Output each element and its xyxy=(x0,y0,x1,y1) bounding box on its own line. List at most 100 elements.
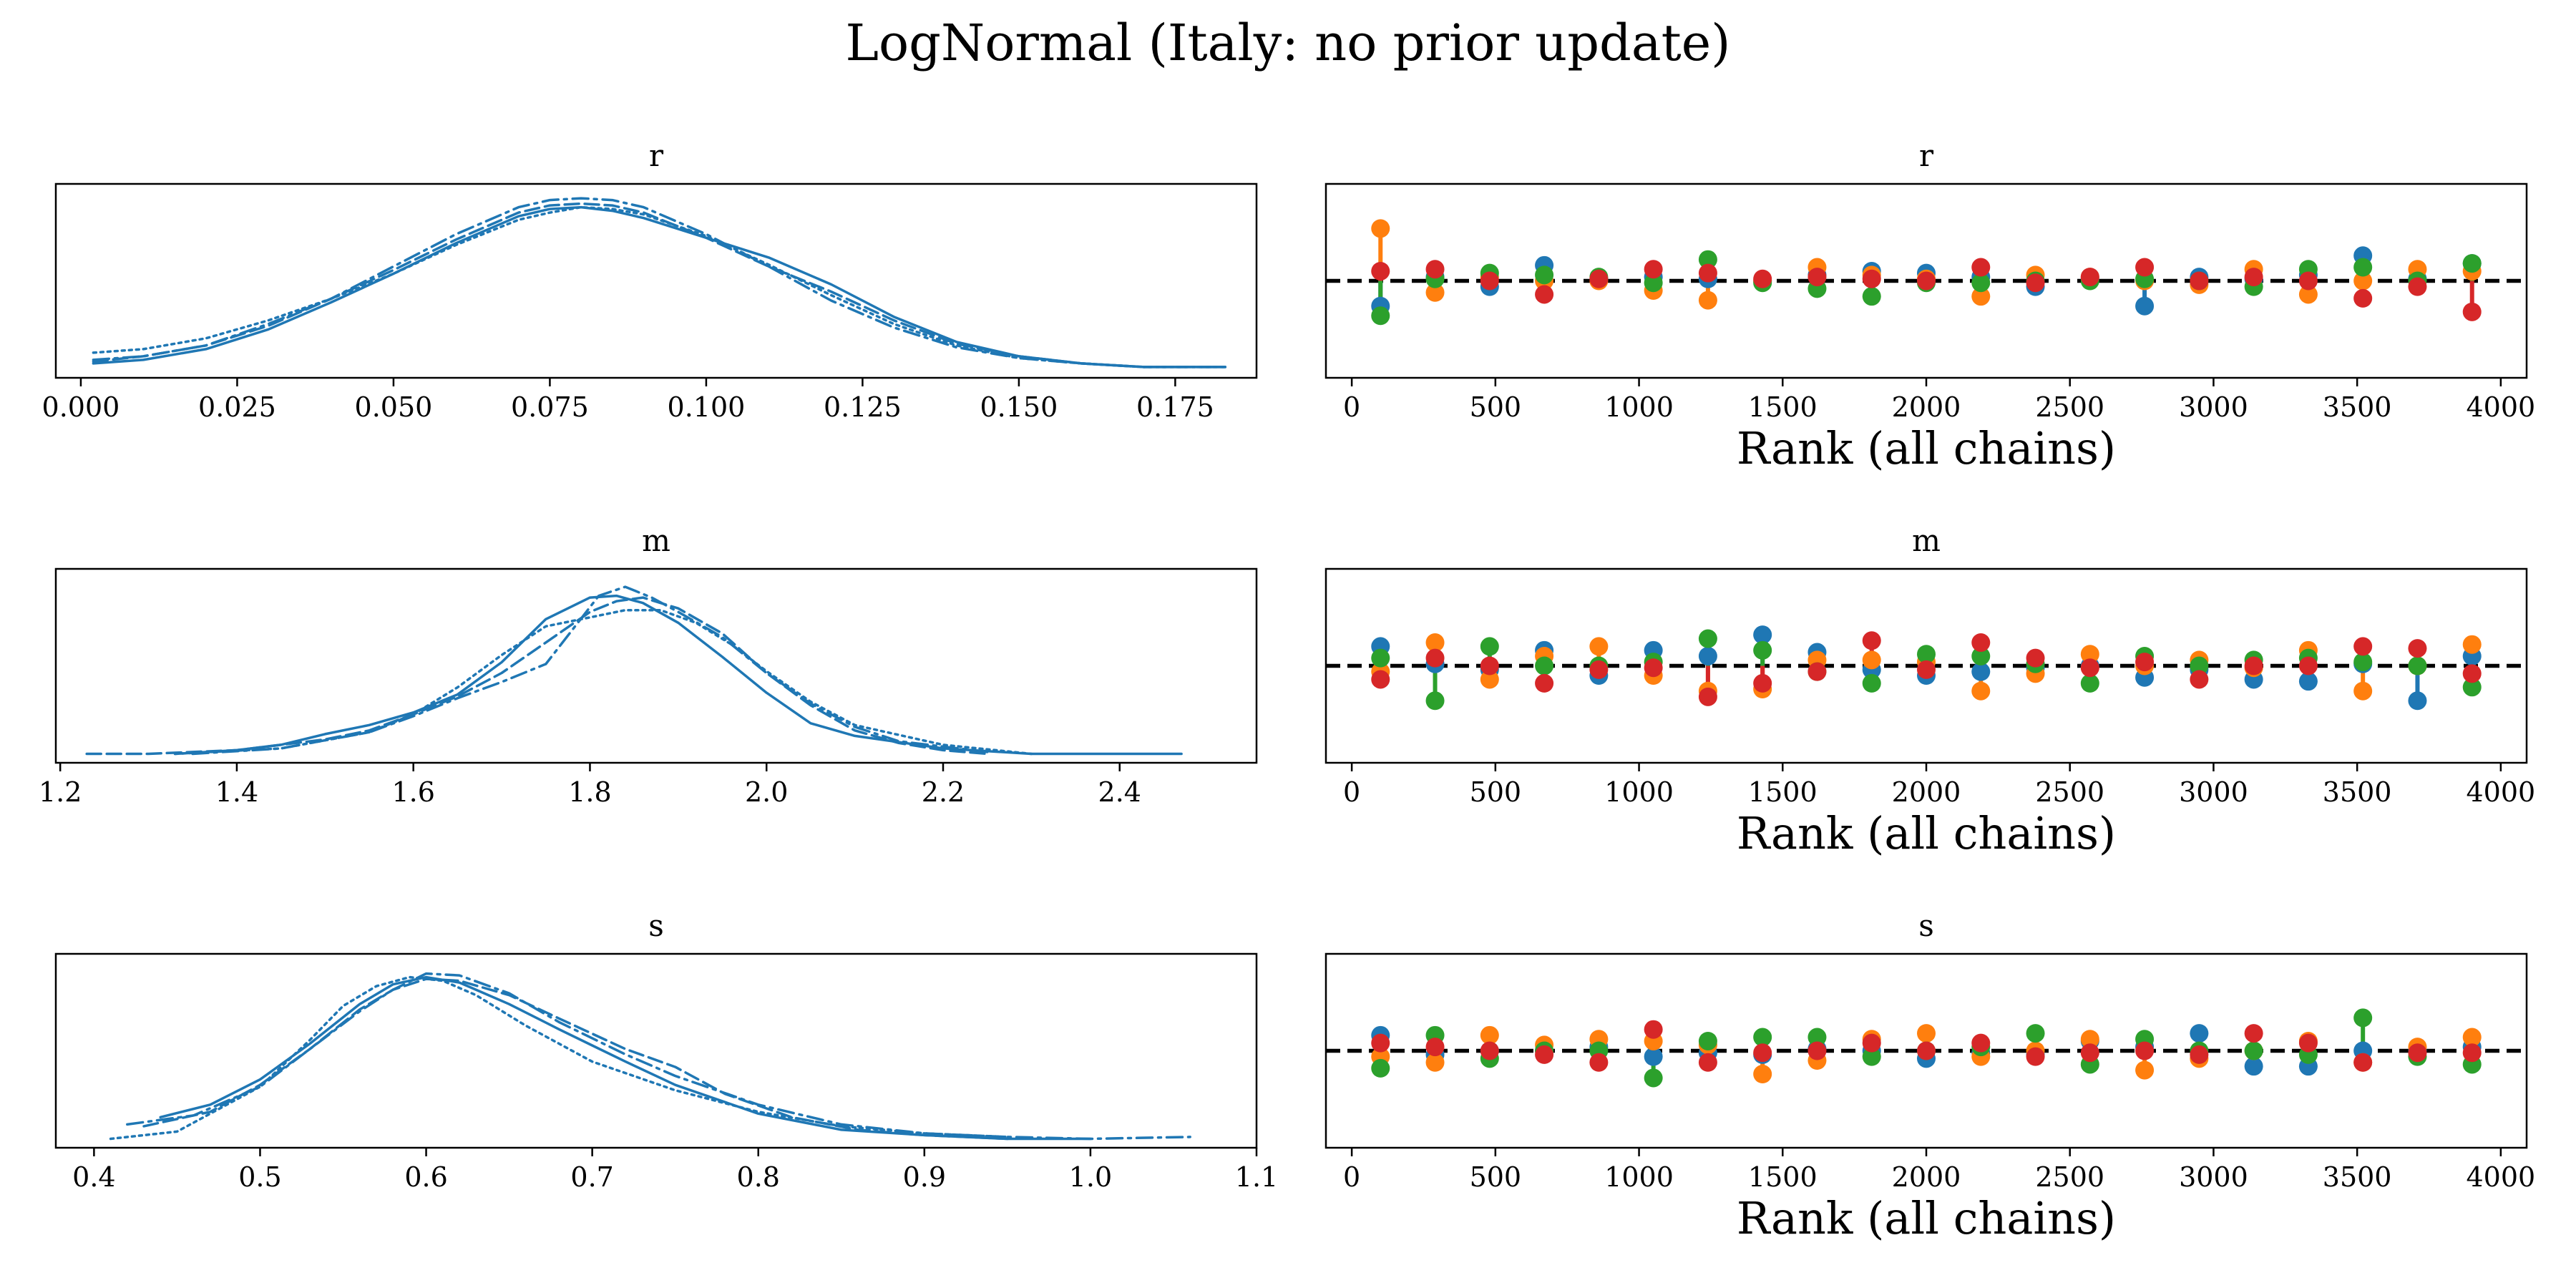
rank-panel-r: r 0 500 1000 1500 2000 2500 3000 3500 4000 Rank (a… xyxy=(1324,138,2535,474)
rank-point-chain-1 xyxy=(2298,672,2318,691)
rank-point-chain-3 xyxy=(2462,254,2482,273)
rank-point-chain-3 xyxy=(2080,673,2099,693)
x-tick-label: 0.175 xyxy=(1136,391,1214,423)
rank-point-chain-2 xyxy=(2462,635,2482,654)
rank-point-chain-4 xyxy=(1807,662,1827,681)
rank-point-chain-4 xyxy=(1753,269,1772,288)
x-tick-label: 0.7 xyxy=(570,1161,613,1193)
rank-point-chain-4 xyxy=(1589,269,1609,288)
density-panel-r: r 0.000 0.025 0.050 0.075 0.100 0.125 0.150 0.17… xyxy=(42,138,1258,423)
rank-panel-s: s 0 500 1000 1500 2000 2500 3000 3500 4000 Rank (a… xyxy=(1324,908,2536,1244)
rank-point-chain-3 xyxy=(2026,1024,2045,1043)
rank-point-chain-4 xyxy=(1862,269,1881,288)
rank-point-chain-4 xyxy=(1480,1041,1499,1060)
rank-point-chain-4 xyxy=(2462,302,2482,321)
rank-point-chain-4 xyxy=(1807,268,1827,287)
x-tick-label: 500 xyxy=(1470,391,1522,423)
rank-point-chain-4 xyxy=(1535,673,1554,693)
density-panel-m: m 1.2 1.4 1.6 1.8 2.0 2.2 2.4 xyxy=(39,523,1258,808)
density-line-dotted xyxy=(92,205,1227,369)
x-tick-label: 2000 xyxy=(1892,1161,1961,1193)
rank-point-chain-4 xyxy=(1807,1041,1827,1060)
x-tick-label: 0.125 xyxy=(824,391,902,423)
rank-point-chain-2 xyxy=(2353,681,2373,701)
x-tick-label: 0.100 xyxy=(668,391,746,423)
rank-point-chain-3 xyxy=(2462,678,2482,697)
rank-point-chain-4 xyxy=(1698,1053,1717,1072)
rank-point-chain-4 xyxy=(2190,271,2209,291)
rank-point-chain-3 xyxy=(2408,656,2427,675)
rank-point-chain-4 xyxy=(1589,1053,1609,1072)
x-tick-label: 500 xyxy=(1470,1161,1522,1193)
x-tick-label: 2.2 xyxy=(922,776,965,808)
panel-title: r xyxy=(1919,138,1934,173)
rank-point-chain-1 xyxy=(1644,1047,1663,1066)
x-tick-label: 0.075 xyxy=(511,391,589,423)
rank-point-chain-4 xyxy=(1917,271,1936,291)
rank-point-chain-2 xyxy=(2080,1030,2099,1049)
rank-point-chain-4 xyxy=(2298,1033,2318,1053)
panel-title: m xyxy=(642,523,670,558)
x-tick-label: 4000 xyxy=(2467,1161,2536,1193)
rank-point-chain-1 xyxy=(1753,625,1772,645)
rank-panel-m: m 0 500 1000 1500 2000 2500 3000 3500 4000 Rank (a… xyxy=(1324,523,2535,859)
rank-point-chain-3 xyxy=(2353,1008,2373,1028)
rank-point-chain-4 xyxy=(2408,1043,2427,1063)
x-tick-label: 1500 xyxy=(1748,391,1818,423)
rank-point-chain-2 xyxy=(2462,1028,2482,1047)
rank-point-chain-4 xyxy=(2026,648,2045,668)
x-tick-label: 1.2 xyxy=(39,776,82,808)
x-tick-label: 3000 xyxy=(2179,391,2248,423)
rank-point-chain-3 xyxy=(1698,629,1717,648)
rank-point-chain-2 xyxy=(1862,650,1881,670)
rank-point-chain-3 xyxy=(1971,646,1991,665)
x-tick-label: 0.6 xyxy=(404,1161,447,1193)
x-tick-label: 1.4 xyxy=(215,776,258,808)
rank-point-chain-4 xyxy=(1425,260,1445,279)
rank-point-chain-3 xyxy=(1971,273,1991,293)
figure-title: LogNormal (Italy: no prior update) xyxy=(846,14,1731,72)
rank-point-chain-2 xyxy=(1917,1024,1936,1043)
x-tick-label: 2000 xyxy=(1892,391,1961,423)
rank-point-chain-2 xyxy=(2135,1060,2155,1080)
x-tick-label: 0.050 xyxy=(355,391,433,423)
rank-point-chain-4 xyxy=(2135,258,2155,277)
x-tick-label: 1500 xyxy=(1748,1161,1818,1193)
x-tick-label: 0.8 xyxy=(737,1161,780,1193)
x-tick-label: 0 xyxy=(1343,1161,1360,1193)
rank-point-chain-4 xyxy=(1371,1033,1390,1053)
x-axis-label: Rank (all chains) xyxy=(1737,422,2116,474)
rank-point-chain-4 xyxy=(1425,648,1445,668)
rank-point-chain-4 xyxy=(2080,268,2099,287)
density-line-solid xyxy=(159,975,1092,1141)
rank-point-chain-4 xyxy=(2135,1041,2155,1060)
rank-point-chain-4 xyxy=(2408,277,2427,296)
rank-point-chain-4 xyxy=(1371,670,1390,689)
rank-point-chain-3 xyxy=(1371,648,1390,668)
rank-point-chain-3 xyxy=(1698,1031,1717,1050)
rank-point-chain-3 xyxy=(1917,645,1936,664)
x-tick-label: 0.5 xyxy=(238,1161,281,1193)
rank-point-chain-4 xyxy=(2080,1043,2099,1063)
rank-point-chain-2 xyxy=(2080,645,2099,664)
density-line-dotted xyxy=(109,975,1009,1141)
x-tick-label: 0.9 xyxy=(903,1161,946,1193)
rank-point-chain-3 xyxy=(1371,1058,1390,1078)
x-tick-label: 2500 xyxy=(2035,776,2104,808)
x-tick-label: 2500 xyxy=(2035,1161,2104,1193)
subplot-grid: r 0.000 0.025 0.050 0.075 0.100 0.125 0.150 0.17… xyxy=(39,138,2535,1244)
x-tick-label: 1500 xyxy=(1748,776,1818,808)
rank-point-chain-2 xyxy=(1971,681,1991,701)
rank-point-chain-2 xyxy=(1425,283,1445,302)
x-tick-label: 1000 xyxy=(1604,776,1674,808)
rank-point-chain-3 xyxy=(1862,287,1881,306)
density-panel-s: s 0.4 0.5 0.6 0.7 0.8 0.9 1.0 1.1 xyxy=(54,908,1278,1193)
x-tick-label: 1000 xyxy=(1604,1161,1674,1193)
rank-point-chain-2 xyxy=(1425,1053,1445,1072)
axes-frame xyxy=(1324,952,2528,1149)
axes-frame xyxy=(1324,567,2528,764)
x-tick-label: 1.1 xyxy=(1235,1161,1278,1193)
rank-point-chain-4 xyxy=(2135,653,2155,672)
rank-point-chain-2 xyxy=(1425,633,1445,652)
